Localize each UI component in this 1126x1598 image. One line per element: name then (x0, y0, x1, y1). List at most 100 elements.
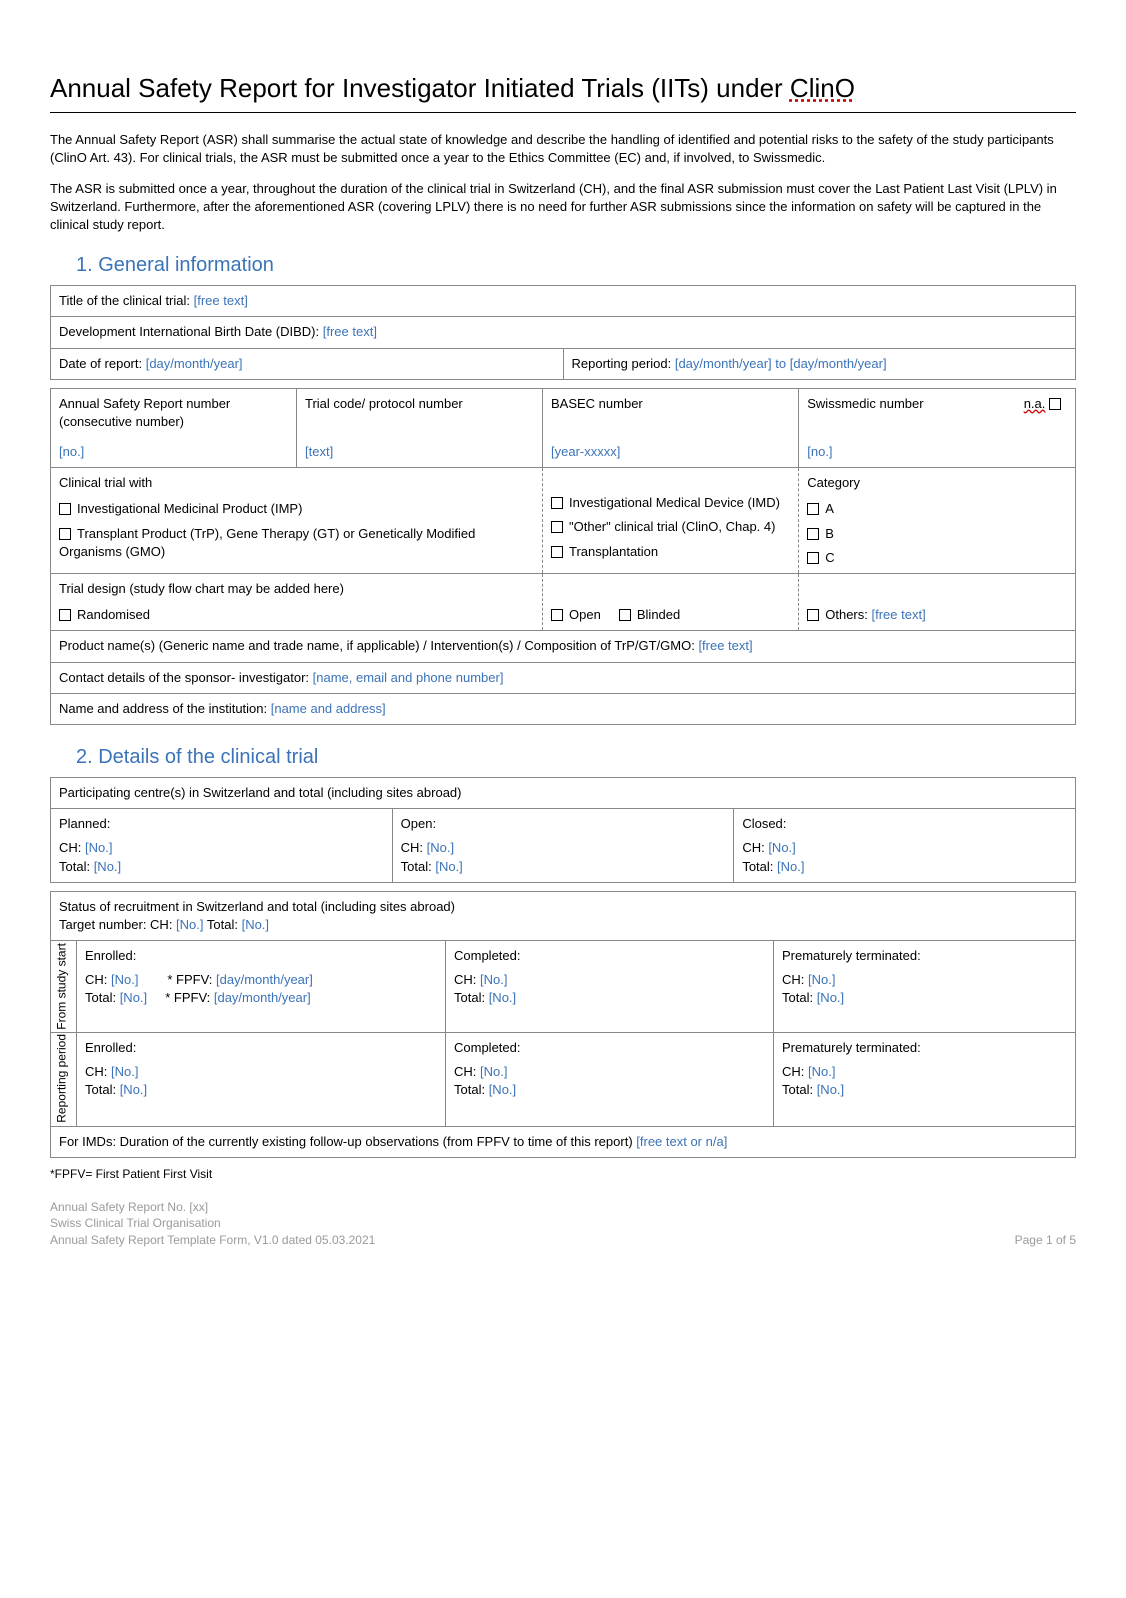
fss-enrolled-ch[interactable]: [No.] (111, 972, 138, 987)
fss-completed-total[interactable]: [No.] (489, 990, 516, 1005)
date-report-label: Date of report: (59, 356, 146, 371)
row-date-period: Date of report: [day/month/year] Reporti… (51, 348, 1076, 379)
hdr-trial-code: Trial code/ protocol number (297, 388, 543, 437)
opt-transplantation: Transplantation (569, 544, 658, 559)
hdr-basec: BASEC number (543, 388, 799, 437)
clinical-trial-with-label: Clinical trial with (59, 474, 534, 492)
trial-title-value[interactable]: [free text] (194, 293, 248, 308)
checkbox-cat-a[interactable] (807, 503, 819, 515)
prematurely-label: Prematurely terminated: (782, 947, 1067, 965)
closed-label: Closed: (742, 815, 1067, 833)
total-label: Total: (59, 859, 94, 874)
reporting-period-value[interactable]: [day/month/year] to [day/month/year] (675, 356, 887, 371)
fpfv-label-2: * FPFV: (165, 990, 214, 1005)
clinical-trial-with-row: Clinical trial with Investigational Medi… (51, 468, 1076, 574)
footer-line-2: Swiss Clinical Trial Organisation (50, 1215, 375, 1232)
planned-label: Planned: (59, 815, 384, 833)
imd-duration-value[interactable]: [free text or n/a] (636, 1134, 727, 1149)
row-trial-title: Title of the clinical trial: [free text] (51, 286, 1076, 317)
checkbox-imp[interactable] (59, 503, 71, 515)
opt-others-value[interactable]: [free text] (872, 607, 926, 622)
opt-randomised: Randomised (77, 607, 150, 622)
planned-total[interactable]: [No.] (94, 859, 121, 874)
ch-label: CH: (59, 840, 85, 855)
open-total[interactable]: [No.] (435, 859, 462, 874)
imd-duration-label: For IMDs: Duration of the currently exis… (59, 1134, 636, 1149)
hdr-swissmedic: Swissmedic number (807, 396, 923, 411)
opt-other: "Other" clinical trial (ClinO, Chap. 4) (569, 519, 775, 534)
rp-completed-ch[interactable]: [No.] (480, 1064, 507, 1079)
fss-prematurely-total[interactable]: [No.] (817, 990, 844, 1005)
dibd-label: Development International Birth Date (DI… (59, 324, 323, 339)
general-info-table-2: Annual Safety Report number (consecutive… (50, 388, 1076, 725)
val-basec[interactable]: [year-xxxxx] (543, 437, 799, 468)
val-asr-num[interactable]: [no.] (51, 437, 297, 468)
rp-prematurely-ch[interactable]: [No.] (808, 1064, 835, 1079)
fpfv-value-1[interactable]: [day/month/year] (216, 972, 313, 987)
from-study-start-row: From study start Enrolled: CH: [No.] * F… (51, 941, 1076, 1033)
fss-completed-ch[interactable]: [No.] (480, 972, 507, 987)
rp-prematurely-total[interactable]: [No.] (817, 1082, 844, 1097)
intro-paragraph-2: The ASR is submitted once a year, throug… (50, 180, 1076, 233)
reporting-period-label: Reporting period (51, 1032, 77, 1126)
opt-imp: Investigational Medicinal Product (IMP) (77, 501, 302, 516)
trial-design-row: Trial design (study flow chart may be ad… (51, 574, 1076, 631)
checkbox-transplantation[interactable] (551, 546, 563, 558)
cat-c: C (825, 550, 834, 565)
product-row: Product name(s) (Generic name and trade … (51, 631, 1076, 662)
planned-ch[interactable]: [No.] (85, 840, 112, 855)
closed-total[interactable]: [No.] (777, 859, 804, 874)
participating-centres-table: Participating centre(s) in Switzerland a… (50, 777, 1076, 883)
from-study-start-label: From study start (51, 941, 77, 1033)
checkbox-blinded[interactable] (619, 609, 631, 621)
na-checkbox[interactable] (1049, 398, 1061, 410)
date-report-value[interactable]: [day/month/year] (146, 356, 243, 371)
contact-value[interactable]: [name, email and phone number] (313, 670, 504, 685)
trial-title-label: Title of the clinical trial: (59, 293, 194, 308)
reporting-period-label: Reporting period: (572, 356, 675, 371)
hdr-asr-num: Annual Safety Report number (consecutive… (51, 388, 297, 437)
contact-label: Contact details of the sponsor- investig… (59, 670, 313, 685)
enrolled-label: Enrolled: (85, 947, 437, 965)
fpfv-label-1: * FPFV: (167, 972, 216, 987)
footer-line-3: Annual Safety Report Template Form, V1.0… (50, 1232, 375, 1249)
recruitment-status-table: Status of recruitment in Switzerland and… (50, 891, 1076, 1158)
trial-design-label: Trial design (study flow chart may be ad… (59, 580, 534, 598)
checkbox-randomised[interactable] (59, 609, 71, 621)
row-dibd: Development International Birth Date (DI… (51, 317, 1076, 348)
checkbox-cat-b[interactable] (807, 528, 819, 540)
imd-duration-row: For IMDs: Duration of the currently exis… (51, 1126, 1076, 1157)
open-ch[interactable]: [No.] (427, 840, 454, 855)
checkbox-other[interactable] (551, 521, 563, 533)
target-ch[interactable]: [No.] (176, 917, 203, 932)
closed-ch[interactable]: [No.] (768, 840, 795, 855)
val-trial-code[interactable]: [text] (297, 437, 543, 468)
opt-trp: Transplant Product (TrP), Gene Therapy (… (59, 526, 475, 559)
opt-blinded: Blinded (637, 607, 680, 622)
dibd-value[interactable]: [free text] (323, 324, 377, 339)
checkbox-trp[interactable] (59, 528, 71, 540)
val-swissmedic[interactable]: [no.] (799, 437, 1076, 468)
rp-enrolled-ch[interactable]: [No.] (111, 1064, 138, 1079)
value-row: [no.] [text] [year-xxxxx] [no.] (51, 437, 1076, 468)
checkbox-cat-c[interactable] (807, 552, 819, 564)
target-total[interactable]: [No.] (242, 917, 269, 932)
fss-prematurely-ch[interactable]: [No.] (808, 972, 835, 987)
fpfv-footnote: *FPFV= First Patient First Visit (50, 1166, 1076, 1183)
fss-enrolled-total[interactable]: [No.] (120, 990, 147, 1005)
reporting-period-row: Reporting period Enrolled: CH: [No.] Tot… (51, 1032, 1076, 1126)
checkbox-open[interactable] (551, 609, 563, 621)
footer-line-1: Annual Safety Report No. [xx] (50, 1199, 375, 1216)
institution-value[interactable]: [name and address] (271, 701, 386, 716)
contact-row: Contact details of the sponsor- investig… (51, 662, 1076, 693)
opt-open: Open (569, 607, 601, 622)
product-value[interactable]: [free text] (698, 638, 752, 653)
fpfv-value-2[interactable]: [day/month/year] (214, 990, 311, 1005)
centres-header: Participating centre(s) in Switzerland a… (51, 777, 1076, 808)
checkbox-others[interactable] (807, 609, 819, 621)
rp-enrolled-total[interactable]: [No.] (120, 1082, 147, 1097)
header-row: Annual Safety Report number (consecutive… (51, 388, 1076, 437)
checkbox-imd[interactable] (551, 497, 563, 509)
target-total-label: Total: (204, 917, 242, 932)
rp-completed-total[interactable]: [No.] (489, 1082, 516, 1097)
